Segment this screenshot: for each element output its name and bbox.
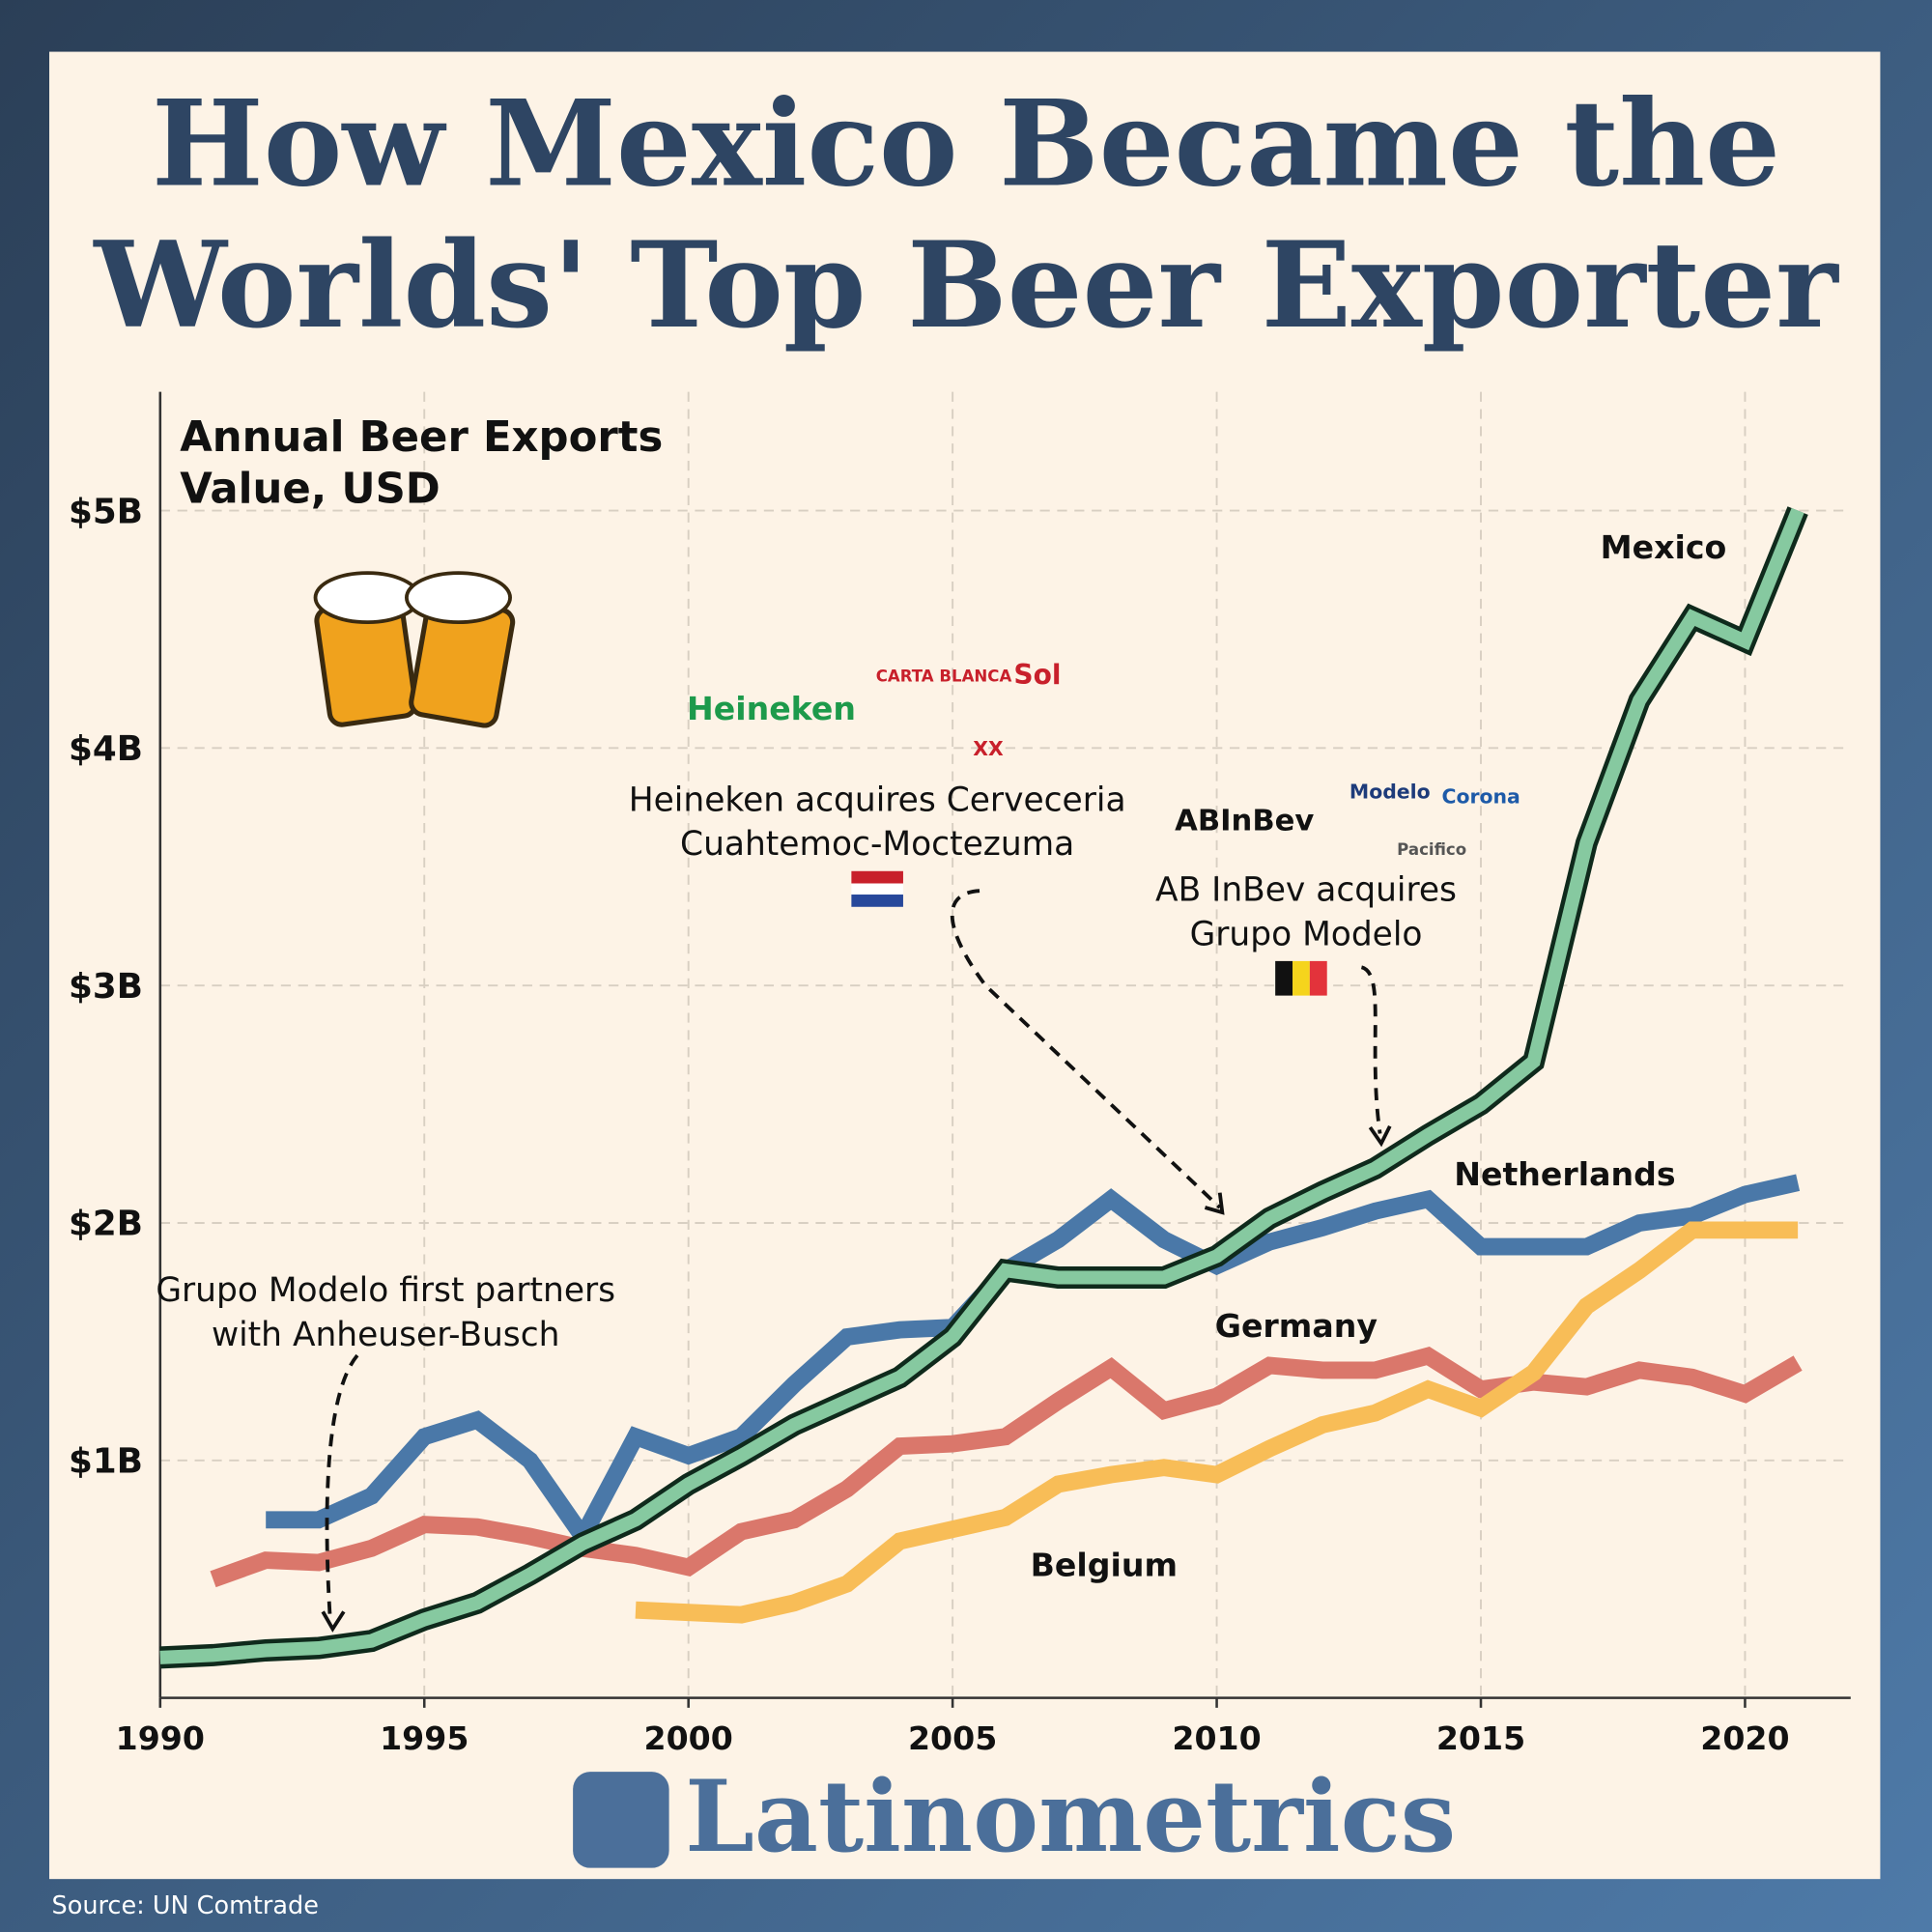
x-tick-label: 1990 <box>116 1719 205 1757</box>
y-axis-title: Value, USD <box>180 465 440 513</box>
annotation: Heineken acquires Cerveceria <box>629 781 1126 819</box>
logo: Modelo <box>1350 781 1431 804</box>
beer-icon <box>313 571 516 728</box>
series-label: Mexico <box>1601 528 1727 566</box>
annotation: AB InBev acquires <box>1155 870 1457 909</box>
logo: XX <box>973 737 1004 760</box>
series-label: Belgium <box>1031 1546 1178 1583</box>
annotation: Grupo Modelo first partners <box>156 1271 615 1310</box>
logo: CARTA BLANCA <box>876 667 1012 685</box>
y-tick-label: $4B <box>69 729 143 769</box>
arrow <box>950 889 1222 1209</box>
annotation: with Anheuser-Busch <box>212 1316 560 1354</box>
annotation: Grupo Modelo <box>1190 915 1423 953</box>
flag-netherlands <box>851 870 903 907</box>
logo: Pacifico <box>1397 840 1466 859</box>
logo: Heineken <box>687 690 856 727</box>
logo: Corona <box>1441 785 1520 809</box>
line <box>159 507 1804 1664</box>
panel <box>49 51 1881 1880</box>
logo: ABInBev <box>1175 805 1314 838</box>
y-axis-title: Annual Beer Exports <box>180 413 663 462</box>
line <box>635 1221 1799 1624</box>
y-tick-label: $5B <box>69 492 143 531</box>
x-tick-label: 2015 <box>1436 1719 1525 1757</box>
x-tick-label: 2000 <box>644 1719 733 1757</box>
arrow <box>325 1353 359 1621</box>
x-tick-label: 2005 <box>908 1719 997 1757</box>
y-tick-label: $3B <box>69 967 143 1007</box>
x-tick-label: 2010 <box>1172 1719 1261 1757</box>
y-tick-label: $2B <box>69 1205 143 1244</box>
annotation: Cuahtemoc-Moctezuma <box>680 825 1074 864</box>
source: Source: UN Comtrade <box>52 1891 319 1920</box>
x-tick-label: 2020 <box>1700 1719 1789 1757</box>
logo: Sol <box>1013 659 1061 691</box>
x-tick-label: 1995 <box>380 1719 469 1757</box>
arrow <box>1360 965 1382 1134</box>
arrow-head <box>321 1610 346 1633</box>
chart-title: Worlds' Top Beer Exporter <box>92 215 1839 355</box>
plot <box>158 391 1851 1708</box>
y-tick-label: $1B <box>69 1442 143 1482</box>
line <box>266 1174 1801 1553</box>
flag-belgium <box>1275 960 1327 996</box>
series-label: Germany <box>1215 1307 1378 1345</box>
series-label: Netherlands <box>1454 1155 1675 1193</box>
chart-title: How Mexico Became the <box>152 73 1780 213</box>
brand-icon <box>573 1772 669 1868</box>
arrow-head <box>1204 1192 1225 1215</box>
arrow-head <box>1368 1124 1392 1148</box>
brand: Latinometrics <box>685 1759 1456 1875</box>
